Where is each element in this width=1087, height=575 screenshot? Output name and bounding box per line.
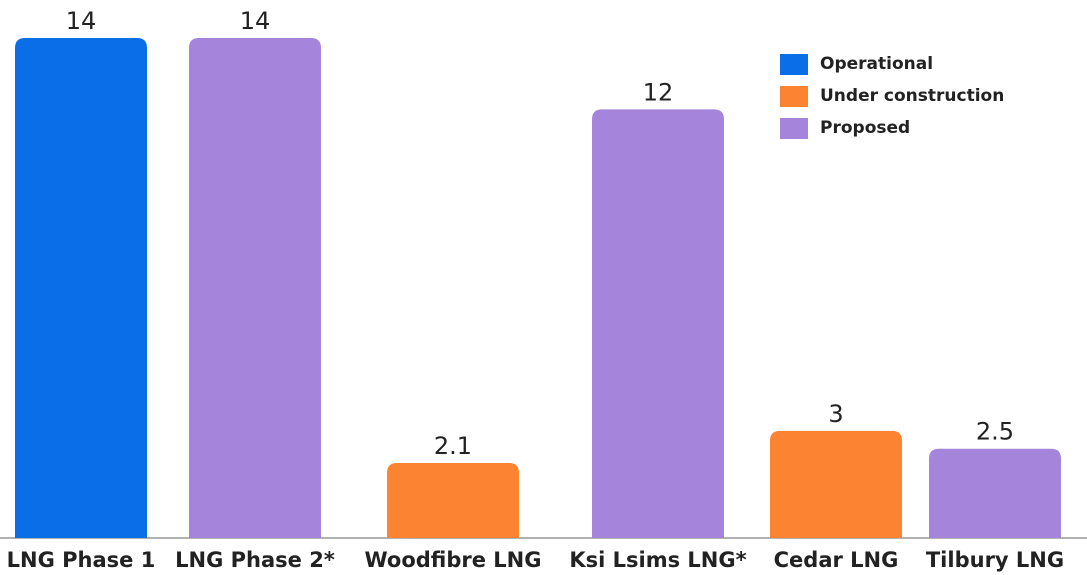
bar bbox=[592, 109, 724, 538]
x-tick-label: Tilbury LNG bbox=[926, 548, 1064, 572]
x-tick-label: LNG Phase 2* bbox=[175, 548, 335, 572]
legend-label: Under construction bbox=[820, 86, 1004, 106]
value-label: 14 bbox=[240, 7, 271, 35]
x-tick-label: Ksi Lsims LNG* bbox=[569, 548, 746, 572]
x-tick-label: Woodfibre LNG bbox=[364, 548, 541, 572]
legend-swatch bbox=[780, 118, 808, 139]
legend-label: Proposed bbox=[820, 118, 910, 138]
x-tick-label: Cedar LNG bbox=[774, 548, 899, 572]
x-tick-label: LNG Phase 1 bbox=[7, 548, 156, 572]
value-label: 12 bbox=[643, 78, 674, 106]
legend-label: Operational bbox=[820, 54, 933, 74]
value-label: 2.5 bbox=[976, 418, 1014, 446]
value-label: 2.1 bbox=[434, 432, 472, 460]
bar bbox=[770, 430, 902, 538]
value-label: 14 bbox=[66, 7, 97, 35]
bar bbox=[15, 38, 147, 538]
bar bbox=[387, 463, 519, 538]
value-label: 3 bbox=[828, 400, 843, 428]
bar bbox=[929, 448, 1061, 538]
legend-swatch bbox=[780, 86, 808, 107]
bar bbox=[189, 38, 321, 538]
legend-swatch bbox=[780, 54, 808, 75]
